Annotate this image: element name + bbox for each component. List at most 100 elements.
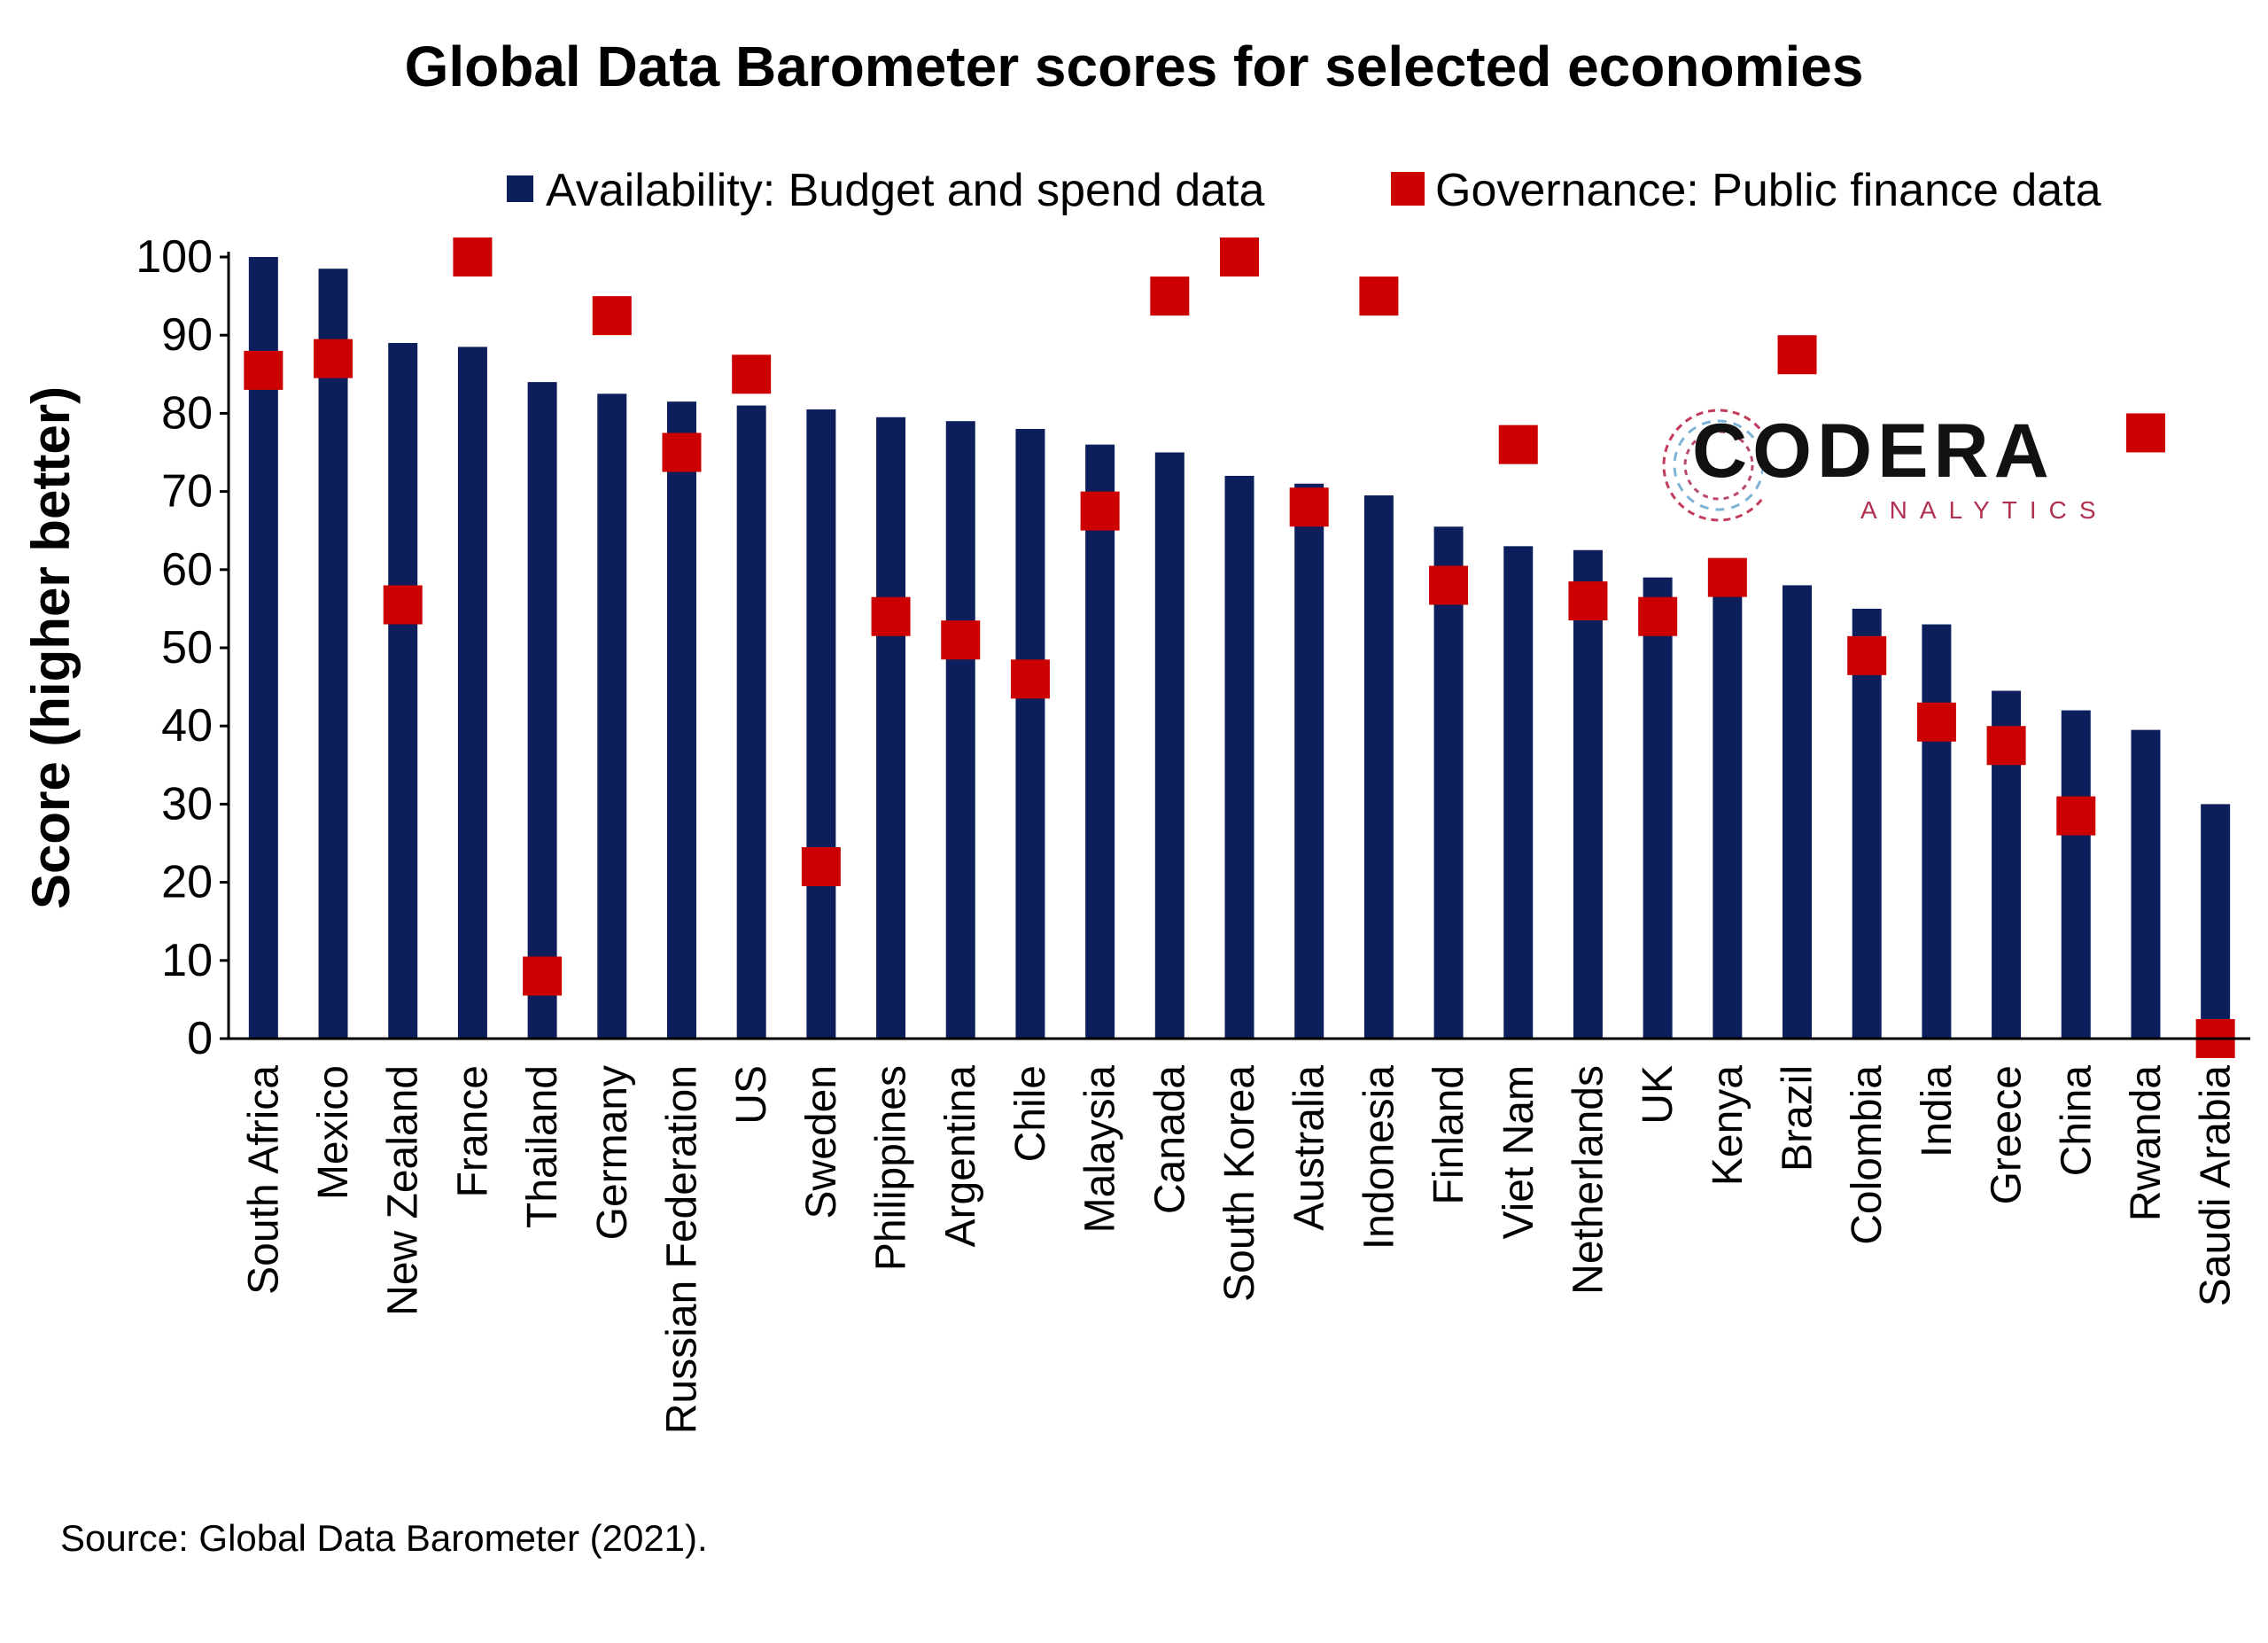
x-tick-label: Finland: [1425, 1065, 1472, 1204]
marker-south-korea: [1220, 237, 1259, 276]
bar-rwanda: [2131, 729, 2161, 1039]
availability-bars: [248, 257, 2231, 1040]
x-tick-label: Indonesia: [1355, 1065, 1402, 1250]
marker-argentina: [941, 620, 981, 660]
x-tick-label: South Africa: [240, 1065, 287, 1295]
legend-swatch-availability: [507, 175, 533, 202]
marker-indonesia: [1359, 276, 1399, 316]
marker-sweden: [801, 846, 841, 886]
logo-wordmark: CODERA: [1692, 409, 2054, 494]
y-tick-label: 0: [187, 1013, 213, 1064]
marker-finland: [1429, 565, 1469, 605]
marker-india: [1916, 702, 1956, 742]
y-axis-label: Score (higher better): [21, 386, 81, 909]
bar-indonesia: [1363, 495, 1394, 1039]
marker-malaysia: [1080, 491, 1120, 531]
y-tick-label: 30: [161, 778, 213, 829]
bar-viet-nam: [1503, 546, 1534, 1039]
marker-viet-nam: [1498, 424, 1538, 464]
x-tick-label: China: [2053, 1065, 2100, 1177]
x-tick-label: New Zealand: [380, 1065, 427, 1316]
bar-mexico: [318, 269, 348, 1040]
bar-canada: [1154, 452, 1184, 1039]
codera-logo: CODERA ANALYTICS: [1657, 390, 2117, 541]
marker-china: [2056, 796, 2096, 836]
y-tick-label: 100: [136, 231, 213, 283]
bar-finland: [1433, 526, 1464, 1039]
marker-canada: [1150, 276, 1190, 316]
bar-france: [457, 347, 487, 1039]
marker-germany: [592, 296, 632, 336]
bar-thailand: [527, 382, 557, 1039]
governance-markers: [244, 237, 2235, 1058]
x-tick-label: Kenya: [1705, 1065, 1751, 1186]
x-tick-label: Australia: [1286, 1065, 1333, 1231]
x-tick-label: Thailand: [519, 1065, 566, 1228]
marker-rwanda: [2125, 413, 2165, 453]
x-tick-label: Malaysia: [1077, 1065, 1124, 1234]
x-tick-label: Russian Federation: [658, 1065, 705, 1434]
x-tick-label: Germany: [589, 1065, 636, 1240]
bar-philippines: [876, 417, 906, 1039]
x-tick-label: Rwanda: [2123, 1065, 2170, 1221]
marker-greece: [1986, 726, 2026, 766]
bar-malaysia: [1085, 444, 1115, 1039]
marker-south-africa: [244, 350, 284, 390]
bar-kenya: [1713, 585, 1743, 1039]
marker-netherlands: [1568, 581, 1608, 621]
legend: Availability: Budget and spend data Gover…: [507, 165, 2101, 216]
bar-argentina: [945, 421, 975, 1040]
legend-swatch-governance: [1391, 172, 1425, 206]
x-tick-label: Viet Nam: [1495, 1065, 1542, 1240]
marker-thailand: [523, 956, 563, 996]
bar-us: [736, 405, 766, 1040]
bar-netherlands: [1573, 549, 1603, 1039]
bar-germany: [597, 393, 627, 1040]
marker-brazil: [1777, 335, 1817, 375]
marker-us: [732, 354, 772, 394]
x-tick-label: Netherlands: [1565, 1065, 1612, 1295]
x-tick-label: UK: [1635, 1065, 1682, 1125]
y-tick-label: 60: [161, 544, 213, 596]
marker-new-zealand: [383, 585, 423, 625]
y-tick-label: 70: [161, 466, 213, 518]
bar-brazil: [1783, 585, 1813, 1039]
legend-label-governance: Governance: Public finance data: [1435, 165, 2101, 216]
bar-colombia: [1852, 608, 1882, 1039]
bar-sweden: [806, 409, 836, 1039]
x-tick-label: France: [449, 1065, 496, 1197]
logo-circle-icon: [1662, 409, 1763, 522]
x-tick-label: Saudi Arabia: [2193, 1065, 2240, 1307]
x-tick-label: US: [728, 1065, 775, 1125]
marker-australia: [1289, 487, 1329, 527]
marker-uk: [1638, 596, 1678, 636]
bar-russian-federation: [666, 401, 696, 1039]
x-tick-label: Argentina: [937, 1065, 984, 1248]
x-tick-label: Philippines: [868, 1065, 915, 1271]
y-tick-label: 80: [161, 387, 213, 439]
bar-chile: [1015, 429, 1045, 1039]
x-tick-label: Colombia: [1844, 1065, 1891, 1245]
marker-kenya: [1707, 557, 1747, 597]
bar-south-korea: [1224, 475, 1254, 1039]
x-tick-label: Mexico: [310, 1065, 357, 1200]
y-tick-label: 90: [161, 309, 213, 361]
bar-india: [1922, 624, 1952, 1039]
bar-saudi-arabia: [2201, 804, 2231, 1039]
legend-label-availability: Availability: Budget and spend data: [546, 165, 1264, 216]
marker-philippines: [871, 596, 911, 636]
bar-new-zealand: [388, 343, 418, 1039]
logo-subtitle: ANALYTICS: [1860, 496, 2109, 524]
y-tick-label: 40: [161, 700, 213, 751]
x-tick-label: Canada: [1146, 1065, 1193, 1214]
x-tick-label: South Korea: [1216, 1065, 1263, 1302]
bar-uk: [1643, 577, 1673, 1039]
y-tick-label: 50: [161, 622, 213, 674]
marker-russian-federation: [662, 432, 702, 472]
marker-france: [453, 237, 493, 276]
chart-title: Global Data Barometer scores for selecte…: [404, 35, 1864, 98]
x-tick-label: Greece: [1984, 1065, 2031, 1204]
marker-colombia: [1847, 635, 1887, 675]
y-tick-label: 10: [161, 935, 213, 986]
